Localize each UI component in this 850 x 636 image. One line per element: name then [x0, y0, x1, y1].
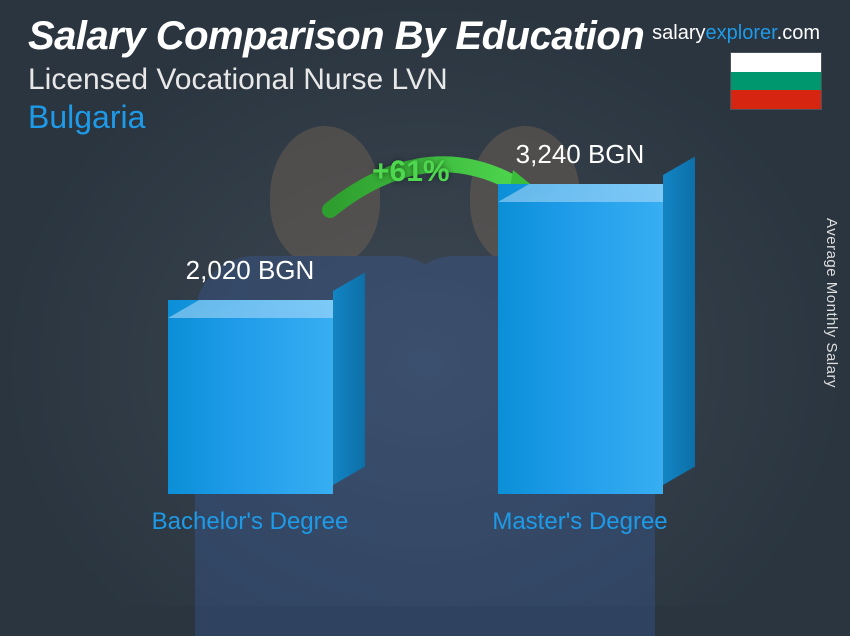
brand-accent: explorer	[706, 22, 777, 44]
bar-label-masters: Master's Degree	[480, 508, 680, 536]
bar-body-bachelors	[168, 300, 333, 494]
bar-body-masters	[498, 184, 663, 494]
brand-label: salaryexplorer.com	[652, 22, 820, 45]
y-axis-label: Average Monthly Salary	[826, 218, 840, 388]
job-title: Licensed Vocational Nurse LVN	[28, 63, 822, 97]
bar-value-masters: 3,240 BGN	[480, 139, 680, 170]
flag-stripe-bot	[731, 90, 821, 109]
country-flag	[730, 52, 822, 110]
bar-value-bachelors: 2,020 BGN	[150, 255, 350, 286]
brand-prefix: salary	[652, 22, 705, 44]
flag-stripe-top	[731, 53, 821, 72]
country-name: Bulgaria	[28, 99, 822, 136]
salary-bar-chart: +61% 2,020 BGN Bachelor's Degree 3,240 B…	[50, 180, 780, 576]
flag-stripe-mid	[731, 72, 821, 91]
percent-increase-badge: +61%	[372, 155, 450, 189]
bar-masters: 3,240 BGN Master's Degree	[480, 139, 680, 536]
bar-label-bachelors: Bachelor's Degree	[150, 508, 350, 536]
brand-suffix: .com	[777, 22, 820, 44]
bar-bachelors: 2,020 BGN Bachelor's Degree	[150, 255, 350, 536]
